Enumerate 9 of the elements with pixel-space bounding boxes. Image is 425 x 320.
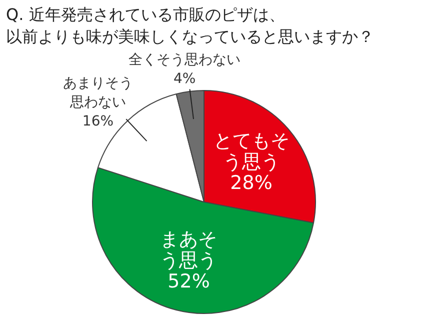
slice-label: 全くそう思わない [128,52,241,68]
data-label: 4% [173,71,196,88]
chart-title: Q. 近年発売されている市販のピザは、以前よりも味が美味しくなっていると思いますか？ [6,5,374,46]
slice-label: まあそう思う [160,228,218,272]
slice-label: とてもそう思う [213,130,290,173]
data-label: 52% [168,270,210,292]
slice-label: あまりそう思わない [62,76,133,111]
data-label: 28% [230,172,272,194]
data-label: 16% [82,114,114,130]
